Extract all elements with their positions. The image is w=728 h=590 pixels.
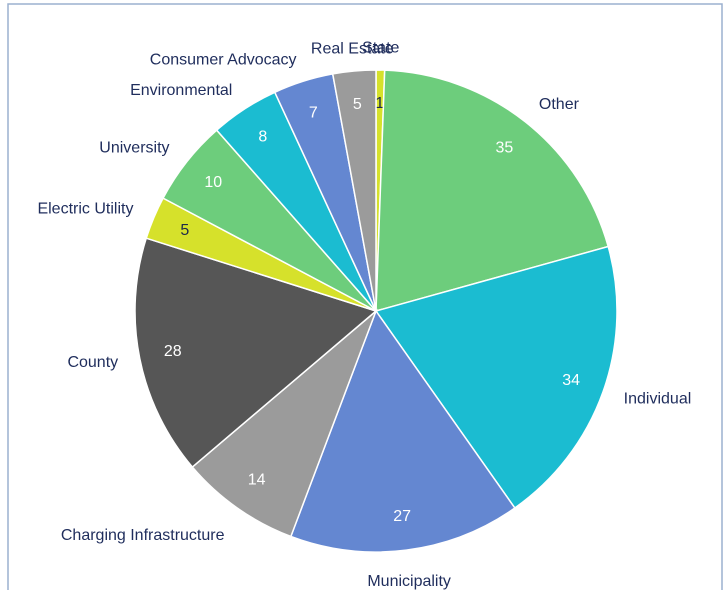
pie-slice: [289, 309, 516, 553]
category-label: Municipality: [367, 573, 451, 590]
value-label: 5: [353, 96, 362, 113]
pie-slice: [374, 245, 618, 510]
value-label: 7: [309, 105, 318, 122]
value-label: 5: [180, 222, 189, 239]
pie-slice: [375, 69, 610, 312]
value-label: 35: [495, 140, 513, 157]
value-label: 14: [248, 472, 266, 489]
category-label: State: [362, 39, 399, 56]
category-label: University: [99, 139, 169, 156]
value-label: 34: [562, 372, 580, 389]
category-label: Consumer Advocacy: [150, 52, 297, 69]
value-label: 28: [164, 343, 182, 360]
category-label: County: [67, 354, 118, 371]
value-label: 27: [393, 508, 411, 525]
pie-slice: [191, 308, 378, 538]
category-label: Other: [539, 96, 580, 113]
pie-slice: [331, 69, 377, 312]
category-label: Electric Utility: [37, 200, 133, 217]
category-label: Real Estate: [311, 40, 394, 57]
category-label: Environmental: [130, 82, 232, 99]
value-label: 1: [375, 95, 384, 112]
category-label: Charging Infrastructure: [61, 527, 225, 544]
value-label: 10: [204, 174, 222, 191]
pie-slice: [134, 237, 378, 469]
category-label: Individual: [624, 391, 692, 408]
value-label: 8: [258, 129, 267, 146]
